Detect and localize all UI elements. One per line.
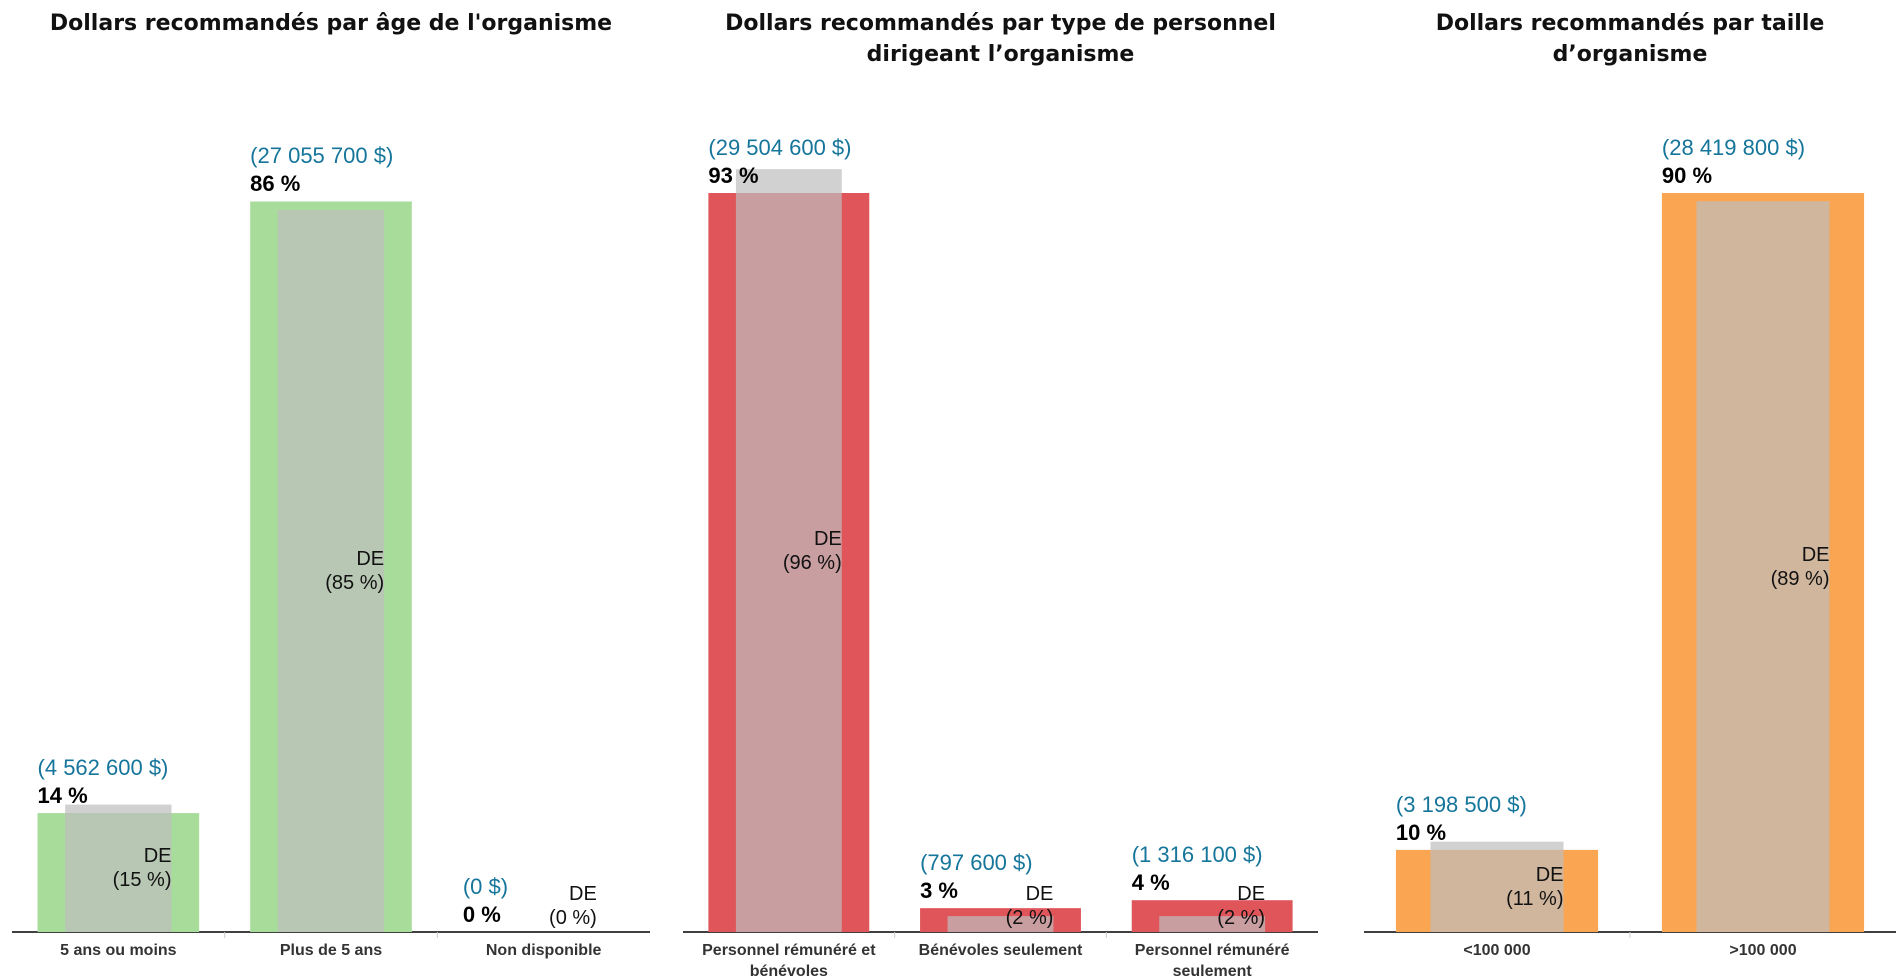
dollar-label: (3 198 500 $) bbox=[1395, 791, 1527, 817]
x-tick-label: 5 ans ou moins bbox=[60, 942, 177, 959]
value-label: 14 % bbox=[37, 783, 88, 809]
dollar-label: (29 504 600 $) bbox=[708, 135, 852, 160]
comparison-label: (15 %) bbox=[112, 869, 172, 892]
chart-title: Dollars recommandés par type de personne… bbox=[725, 11, 1276, 67]
comparison-bar bbox=[947, 916, 1054, 932]
comparison-label: (11 %) bbox=[1506, 887, 1564, 910]
dollar-label: (1 316 100 $) bbox=[1131, 842, 1263, 868]
comparison-name: DE bbox=[143, 845, 172, 868]
dollar-label: (28 419 800 $) bbox=[1661, 135, 1806, 160]
comparison-bar bbox=[65, 804, 172, 932]
x-tick-label: Non disponible bbox=[485, 942, 602, 959]
comparison-label: (2 %) bbox=[1005, 907, 1054, 929]
comparison-label: (85 %) bbox=[325, 571, 385, 594]
x-tick-label: Plus de 5 ans bbox=[279, 942, 383, 959]
comparison-label: (0 %) bbox=[549, 907, 597, 929]
comparison-name: DE bbox=[1801, 543, 1830, 566]
dollar-label: (797 600 $) bbox=[920, 850, 1033, 876]
dollar-label: (0 $) bbox=[462, 874, 509, 899]
x-tick-label: Bénévoles seulement bbox=[918, 942, 1083, 959]
comparison-name: DE bbox=[813, 527, 842, 550]
value-label: 4 % bbox=[1131, 870, 1170, 896]
value-label: 90 % bbox=[1661, 163, 1713, 188]
comparison-label: (96 %) bbox=[782, 551, 842, 574]
value-label: 10 % bbox=[1395, 819, 1447, 845]
comparison-label: (89 %) bbox=[1770, 567, 1830, 590]
x-tick-label: >100 000 bbox=[1729, 942, 1797, 959]
comparison-name: DE bbox=[1025, 883, 1054, 905]
comparison-label: (2 %) bbox=[1217, 907, 1266, 929]
x-tick-label: <100 000 bbox=[1463, 942, 1531, 959]
comparison-bar bbox=[1430, 841, 1564, 932]
value-label: 0 % bbox=[462, 902, 501, 927]
comparison-bar bbox=[1696, 201, 1830, 932]
chart-title: Dollars recommandés par taille d’organis… bbox=[1435, 11, 1825, 67]
comparison-name: DE bbox=[356, 547, 385, 570]
value-label: 3 % bbox=[920, 878, 958, 904]
comparison-bar bbox=[277, 209, 385, 932]
chart-title: Dollars recommandés par âge de l'organis… bbox=[49, 11, 613, 36]
x-tick-label: Personnel rémunéré seulement bbox=[1134, 942, 1290, 978]
value-label: 93 % bbox=[708, 163, 759, 188]
comparison-bar bbox=[1159, 916, 1266, 932]
comparison-name: DE bbox=[1535, 863, 1564, 886]
x-tick-label: Personnel rémunéré et bénévoles bbox=[702, 942, 876, 978]
comparison-name: DE bbox=[569, 883, 597, 905]
comparison-name: DE bbox=[1237, 883, 1266, 905]
dollar-label: (4 562 600 $) bbox=[37, 755, 169, 781]
dollar-label: (27 055 700 $) bbox=[250, 143, 394, 169]
comparison-bar bbox=[735, 169, 842, 933]
value-label: 86 % bbox=[250, 171, 301, 197]
